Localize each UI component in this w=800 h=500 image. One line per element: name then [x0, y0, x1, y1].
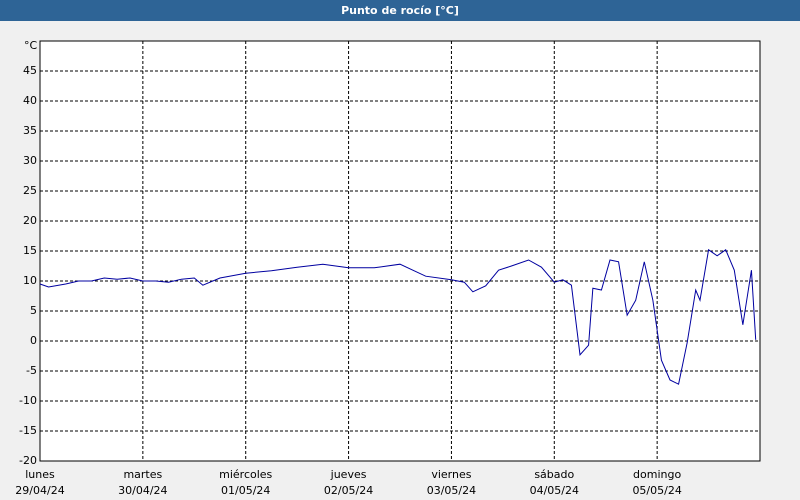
x-tick-label: lunes [25, 468, 55, 481]
y-tick-label: 15 [23, 244, 37, 257]
y-unit: °C [24, 39, 38, 52]
y-tick-label: 35 [23, 124, 37, 137]
chart-title: Punto de rocío [°C] [341, 4, 459, 17]
x-tick-label: miércoles [219, 468, 272, 481]
y-tick-label: 45 [23, 64, 37, 77]
x-tick-date: 02/05/24 [324, 484, 373, 497]
x-tick-date: 01/05/24 [221, 484, 270, 497]
y-tick-label: 40 [23, 94, 37, 107]
x-tick-label: domingo [633, 468, 681, 481]
x-tick-label: jueves [330, 468, 367, 481]
y-tick-label: 0 [30, 334, 37, 347]
y-tick-label: 10 [23, 274, 37, 287]
y-tick-label: -5 [26, 364, 37, 377]
y-tick-label: -15 [19, 424, 37, 437]
x-tick-date: 05/05/24 [632, 484, 681, 497]
x-tick-date: 29/04/24 [15, 484, 64, 497]
y-tick-label: 25 [23, 184, 37, 197]
title-bar [0, 0, 800, 21]
y-tick-label: 5 [30, 304, 37, 317]
x-tick-date: 03/05/24 [427, 484, 476, 497]
y-tick-label: 20 [23, 214, 37, 227]
y-tick-label: 30 [23, 154, 37, 167]
x-tick-date: 30/04/24 [118, 484, 167, 497]
y-tick-label: -10 [19, 394, 37, 407]
data-line [39, 248, 757, 385]
y-tick-label: -20 [19, 454, 37, 467]
x-tick-label: sábado [534, 468, 574, 481]
x-tick-date: 04/05/24 [530, 484, 579, 497]
x-tick-label: martes [123, 468, 162, 481]
x-tick-label: viernes [431, 468, 471, 481]
